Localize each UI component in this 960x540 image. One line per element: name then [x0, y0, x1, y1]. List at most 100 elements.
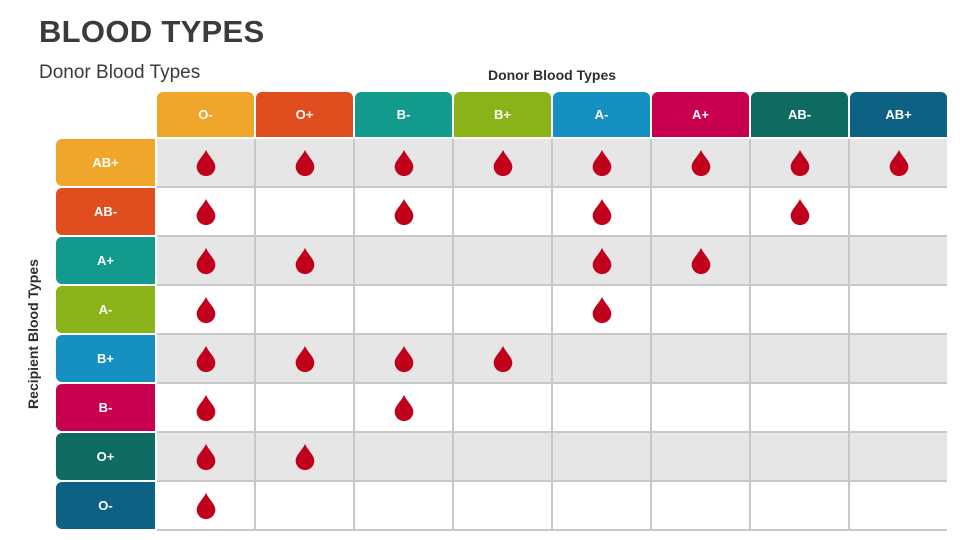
compatibility-cell [157, 384, 254, 431]
donor-header: AB- [751, 92, 848, 137]
compatibility-cell [355, 482, 452, 529]
recipient-header: O+ [56, 433, 155, 480]
page-subtitle: Donor Blood Types [39, 62, 201, 83]
compatibility-cell [553, 335, 650, 382]
compatibility-cell [652, 482, 749, 529]
compatibility-cell [751, 286, 848, 333]
compatibility-cell [553, 482, 650, 529]
donor-axis-label: Donor Blood Types [487, 67, 617, 83]
blood-drop-icon [691, 149, 710, 176]
blood-drop-icon [394, 149, 413, 176]
compatibility-cell [850, 139, 947, 186]
blood-drop-icon [196, 149, 215, 176]
donor-header: B+ [454, 92, 551, 137]
compatibility-cell [652, 139, 749, 186]
recipient-header: A- [56, 286, 155, 333]
compatibility-cell [652, 335, 749, 382]
donor-header: O+ [256, 92, 353, 137]
blood-drop-icon [196, 394, 215, 421]
compatibility-cell [355, 384, 452, 431]
compatibility-cell [454, 237, 551, 284]
compatibility-cell [256, 286, 353, 333]
recipient-header: AB- [56, 188, 155, 235]
donor-header: A+ [652, 92, 749, 137]
donor-header: A- [553, 92, 650, 137]
compatibility-cell [454, 188, 551, 235]
compatibility-cell [850, 482, 947, 529]
compatibility-cell [454, 139, 551, 186]
compatibility-cell [157, 286, 254, 333]
blood-drop-icon [295, 345, 314, 372]
recipient-axis-label: Recipient Blood Types [25, 259, 41, 409]
page-title: BLOOD TYPES [39, 14, 265, 49]
blood-drop-icon [196, 492, 215, 519]
blood-drop-icon [592, 198, 611, 225]
compatibility-cell [850, 384, 947, 431]
compatibility-cell [850, 433, 947, 480]
donor-header: O- [157, 92, 254, 137]
compatibility-cell [157, 335, 254, 382]
compatibility-cell [850, 335, 947, 382]
compatibility-cell [454, 482, 551, 529]
recipient-header: O- [56, 482, 155, 529]
compatibility-cell [652, 433, 749, 480]
compatibility-cell [751, 384, 848, 431]
blood-drop-icon [196, 198, 215, 225]
recipient-header: AB+ [56, 139, 155, 186]
compatibility-cell [157, 237, 254, 284]
compatibility-cell [355, 286, 452, 333]
compatibility-cell [256, 335, 353, 382]
compatibility-cell [751, 482, 848, 529]
blood-drop-icon [295, 247, 314, 274]
blood-drop-icon [790, 198, 809, 225]
compatibility-cell [256, 139, 353, 186]
blood-drop-icon [196, 345, 215, 372]
compatibility-cell [256, 384, 353, 431]
blood-drop-icon [790, 149, 809, 176]
recipient-header: A+ [56, 237, 155, 284]
recipient-header: B- [56, 384, 155, 431]
compatibility-cell [850, 286, 947, 333]
donor-header: B- [355, 92, 452, 137]
compatibility-cell [652, 237, 749, 284]
compatibility-cell [751, 237, 848, 284]
blood-drop-icon [691, 247, 710, 274]
compatibility-grid [157, 139, 947, 531]
compatibility-cell [751, 335, 848, 382]
blood-drop-icon [196, 296, 215, 323]
compatibility-cell [850, 188, 947, 235]
blood-drop-icon [889, 149, 908, 176]
blood-drop-icon [493, 345, 512, 372]
compatibility-cell [553, 286, 650, 333]
blood-drop-icon [592, 296, 611, 323]
compatibility-cell [355, 188, 452, 235]
compatibility-cell [652, 286, 749, 333]
blood-drop-icon [196, 247, 215, 274]
blood-drop-icon [394, 198, 413, 225]
compatibility-cell [454, 286, 551, 333]
compatibility-cell [355, 433, 452, 480]
blood-drop-icon [394, 394, 413, 421]
blood-drop-icon [592, 149, 611, 176]
compatibility-cell [157, 188, 254, 235]
blood-drop-icon [196, 443, 215, 470]
compatibility-cell [850, 237, 947, 284]
compatibility-cell [751, 139, 848, 186]
recipient-header: B+ [56, 335, 155, 382]
compatibility-cell [355, 139, 452, 186]
compatibility-cell [454, 433, 551, 480]
blood-drop-icon [295, 149, 314, 176]
blood-drop-icon [493, 149, 512, 176]
compatibility-cell [256, 188, 353, 235]
compatibility-cell [256, 433, 353, 480]
compatibility-cell [751, 188, 848, 235]
compatibility-cell [553, 139, 650, 186]
compatibility-cell [355, 237, 452, 284]
blood-drop-icon [592, 247, 611, 274]
compatibility-cell [454, 384, 551, 431]
compatibility-cell [355, 335, 452, 382]
compatibility-cell [751, 433, 848, 480]
compatibility-cell [553, 188, 650, 235]
compatibility-cell [157, 482, 254, 529]
blood-drop-icon [394, 345, 413, 372]
